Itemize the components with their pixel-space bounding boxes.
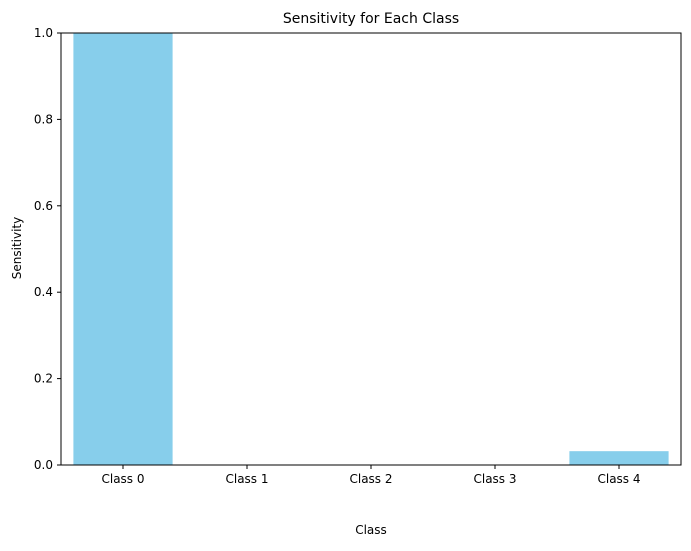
x-tick-label: Class 4 [597, 472, 640, 486]
x-tick-label: Class 2 [349, 472, 392, 486]
chart-title: Sensitivity for Each Class [283, 11, 459, 27]
bars-layer [73, 33, 669, 465]
bar-class-4 [569, 451, 669, 465]
y-tick-label: 0.8 [34, 112, 53, 126]
y-tick-label: 0.2 [34, 372, 53, 386]
x-axis-label: Class [355, 523, 387, 537]
y-tick-label: 0.4 [34, 285, 53, 299]
axes-layer: Class 0 Class 1 Class 2 Class 3 Class 4 0.0 0.… [34, 26, 682, 486]
y-tick-label: 1.0 [34, 26, 53, 40]
bar-class-0 [73, 33, 173, 465]
x-tick-label: Class 0 [101, 472, 144, 486]
y-axis-label: Sensitivity [10, 217, 24, 279]
y-tick-label: 0.0 [34, 458, 53, 472]
y-tick-label: 0.6 [34, 199, 53, 213]
x-tick-label: Class 1 [225, 472, 268, 486]
x-tick-label: Class 3 [473, 472, 516, 486]
